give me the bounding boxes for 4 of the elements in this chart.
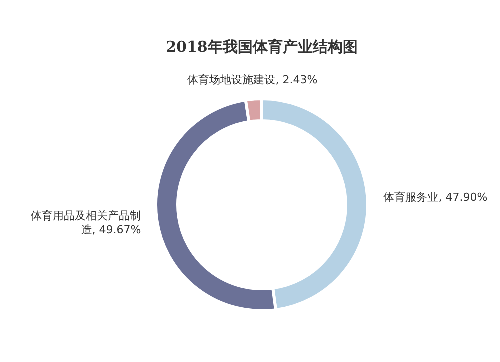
chart-title: 2018年我国体育产业结构图: [166, 38, 358, 56]
slice-label: 体育服务业, 47.90%: [384, 190, 488, 204]
slice-label: 体育场地设施建设, 2.43%: [188, 73, 318, 86]
slice-label: 体育用品及相关产品制造, 49.67%: [31, 209, 142, 236]
